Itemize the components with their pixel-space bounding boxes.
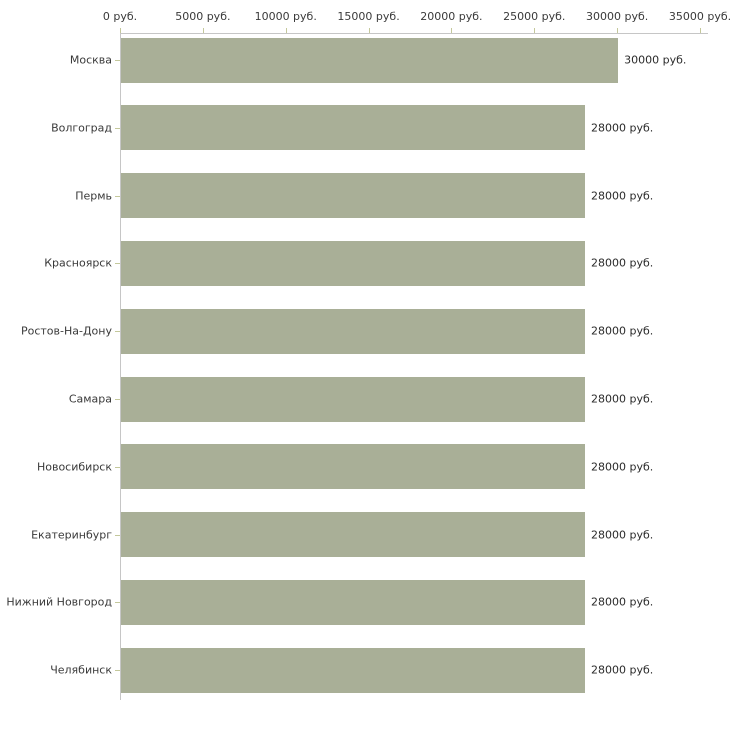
value-label: 28000 руб. <box>591 324 654 338</box>
x-axis-tick-mark <box>202 28 204 33</box>
y-axis-line <box>120 33 121 700</box>
y-axis-tick-mark <box>115 331 120 333</box>
x-axis-tick-label: 15000 руб. <box>337 10 400 23</box>
value-label: 28000 руб. <box>591 392 654 406</box>
bar-1[interactable] <box>121 37 619 83</box>
plot-area: 0 руб. 5000 руб. 10000 руб. 15000 руб. 20000… <box>6 10 730 700</box>
category-label: Екатеринбург <box>31 528 112 542</box>
y-axis-tick-mark <box>115 263 120 265</box>
bar-4[interactable] <box>121 240 585 286</box>
bar-9[interactable] <box>121 579 585 625</box>
y-axis-tick-mark <box>115 670 120 672</box>
x-axis-tick-label: 0 руб. <box>102 10 138 23</box>
x-axis-tick-mark <box>368 28 370 33</box>
x-axis-tick-label: 30000 руб. <box>586 10 649 23</box>
bar-2[interactable] <box>121 105 585 151</box>
x-axis-tick-mark <box>617 28 619 33</box>
value-label: 28000 руб. <box>591 256 654 270</box>
x-axis-tick-mark <box>534 28 536 33</box>
value-label: 28000 руб. <box>591 460 654 474</box>
y-axis-tick-mark <box>115 195 120 197</box>
category-label: Челябинск <box>50 663 112 677</box>
value-label: 28000 руб. <box>591 528 654 542</box>
x-axis-tick-label: 10000 руб. <box>254 10 317 23</box>
bar-8[interactable] <box>121 512 585 558</box>
category-label: Нижний Новгород <box>6 595 112 609</box>
bar-6[interactable] <box>121 376 585 422</box>
y-axis-tick-mark <box>115 466 120 468</box>
x-axis-tick-label: 25000 руб. <box>503 10 566 23</box>
value-label: 28000 руб. <box>591 189 654 203</box>
value-label: 28000 руб. <box>591 663 654 677</box>
bar-3[interactable] <box>121 173 585 219</box>
category-label: Волгоград <box>51 121 112 135</box>
x-axis-tick-mark <box>120 28 121 33</box>
category-label: Новосибирск <box>36 460 112 474</box>
x-axis-tick-mark <box>285 28 287 33</box>
category-label: Красноярск <box>44 256 112 270</box>
category-label: Пермь <box>75 189 112 203</box>
category-label: Ростов-На-Дону <box>20 324 112 338</box>
x-axis-tick-label: 35000 руб. <box>668 10 730 23</box>
category-label: Москва <box>69 53 112 67</box>
category-label: Самара <box>68 392 112 406</box>
value-label: 30000 руб. <box>624 53 687 67</box>
bar-10[interactable] <box>121 647 585 693</box>
y-axis-tick-mark <box>115 534 120 536</box>
y-axis-tick-mark <box>115 602 120 604</box>
bar-7[interactable] <box>121 444 585 490</box>
bar-5[interactable] <box>121 308 585 354</box>
x-axis-tick-label: 20000 руб. <box>420 10 483 23</box>
x-axis-tick-mark <box>700 28 701 33</box>
y-axis-tick-mark <box>115 60 120 61</box>
y-axis-tick-mark <box>115 127 120 129</box>
value-label: 28000 руб. <box>591 121 654 135</box>
x-axis-tick-mark <box>451 28 453 33</box>
value-label: 28000 руб. <box>591 595 654 609</box>
x-axis-line <box>120 33 708 34</box>
x-axis-tick-label: 5000 руб. <box>175 10 231 23</box>
y-axis-tick-mark <box>115 399 120 400</box>
